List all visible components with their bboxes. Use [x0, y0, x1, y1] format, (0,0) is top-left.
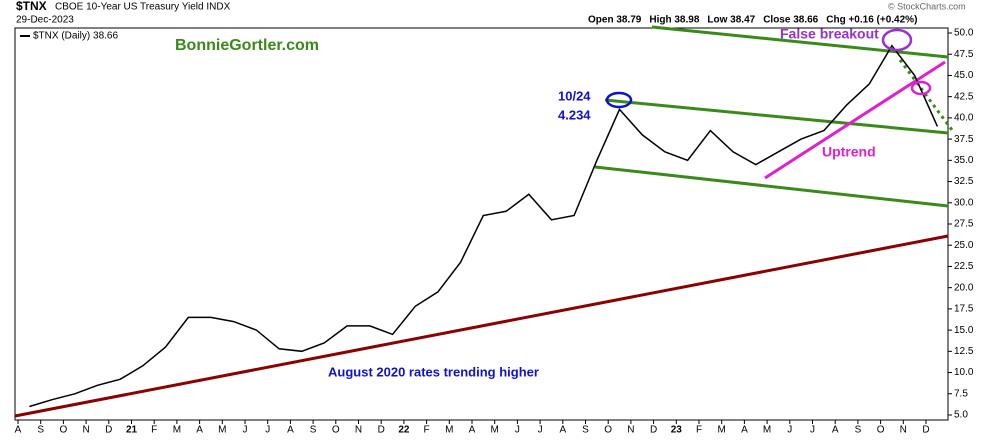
x-tick-label: O: [332, 425, 340, 436]
breakout-circle: [881, 28, 913, 52]
x-tick-label: M: [491, 425, 499, 436]
y-tick-label: 20.0: [954, 282, 974, 293]
x-tick-label: 21: [126, 425, 138, 436]
x-tick-label: N: [355, 425, 362, 436]
price-line: [29, 44, 939, 408]
ohlc-item: High 38.98: [649, 15, 699, 26]
x-tick-label: M: [218, 425, 226, 436]
x-tick-label: N: [627, 425, 634, 436]
y-tick-label: 10.0: [954, 367, 974, 378]
peak-date: 10/24: [558, 88, 591, 103]
y-tick-label: 47.5: [954, 49, 974, 60]
y-tick-label: 15.0: [954, 325, 974, 336]
x-tick-label: S: [310, 425, 317, 436]
y-tick-label: 37.5: [954, 134, 974, 145]
x-tick-label: J: [243, 425, 248, 436]
y-tick-label: 40.0: [954, 113, 974, 124]
y-tick-label: 25.0: [954, 240, 974, 251]
x-tick-label: J: [515, 425, 520, 436]
channel-bottom: [594, 165, 949, 208]
x-tick-label: J: [265, 425, 270, 436]
peak-circle: [605, 91, 633, 109]
y-tick-label: 22.5: [954, 261, 974, 272]
x-tick-label: 23: [671, 425, 683, 436]
x-tick-label: O: [60, 425, 68, 436]
x-tick-label: A: [287, 425, 294, 436]
x-tick-label: F: [696, 425, 702, 436]
y-tick-label: 30.0: [954, 197, 974, 208]
x-tick-label: M: [445, 425, 453, 436]
plot-frame: [14, 27, 949, 421]
x-tick-label: M: [718, 425, 726, 436]
y-tick-label: 32.5: [954, 176, 974, 187]
y-tick-label: 50.0: [954, 28, 974, 39]
y-tick-label: 42.5: [954, 91, 974, 102]
y-tick-label: 35.0: [954, 155, 974, 166]
y-tick-label: 17.5: [954, 304, 974, 315]
y-tick-label: 12.5: [954, 346, 974, 357]
cross-circle: [910, 80, 932, 96]
x-tick-label: F: [151, 425, 157, 436]
x-tick-label: N: [900, 425, 907, 436]
x-tick-label: J: [787, 425, 792, 436]
x-tick-label: A: [559, 425, 566, 436]
x-tick-label: O: [604, 425, 612, 436]
x-tick-label: N: [82, 425, 89, 436]
x-tick-label: D: [922, 425, 929, 436]
long-trend-line: [14, 234, 949, 418]
uptrend-label: Uptrend: [822, 144, 876, 160]
x-tick-label: S: [582, 425, 589, 436]
x-tick-label: D: [105, 425, 112, 436]
x-tick-label: S: [855, 425, 862, 436]
symbol: $TNX: [16, 0, 47, 13]
ohlc-item: Low 38.47: [707, 15, 755, 26]
x-tick-label: O: [877, 425, 885, 436]
y-tick-label: 7.5: [954, 388, 968, 399]
x-tick-label: A: [469, 425, 476, 436]
ohlc-item: Close 38.66: [763, 15, 818, 26]
y-tick-label: 5.0: [954, 410, 968, 421]
channel-middle: [604, 98, 949, 135]
ohlc-item: Open 38.79: [588, 15, 642, 26]
breakout-label: False breakout: [780, 26, 879, 42]
x-tick-label: M: [173, 425, 181, 436]
uptrend-line: [764, 60, 946, 180]
site-label: BonnieGortler.com: [175, 37, 319, 54]
x-tick-label: A: [15, 425, 22, 436]
x-tick-label: J: [538, 425, 543, 436]
x-tick-label: D: [378, 425, 385, 436]
channel-top: [651, 25, 949, 59]
projection-line: [898, 59, 954, 131]
x-tick-label: A: [196, 425, 203, 436]
x-tick-label: A: [741, 425, 748, 436]
credit: © StockCharts.com: [888, 1, 966, 11]
ohlc: Open 38.79 High 38.98 Low 38.47 Close 38.66…: [588, 15, 917, 26]
y-tick-label: 27.5: [954, 219, 974, 230]
x-tick-label: A: [832, 425, 839, 436]
x-tick-label: M: [763, 425, 771, 436]
x-tick-label: D: [650, 425, 657, 436]
ohlc-item: Chg +0.16 (+0.42%): [826, 15, 917, 26]
trend-label: August 2020 rates trending higher: [328, 364, 539, 379]
chart-title: CBOE 10-Year US Treasury Yield INDX: [55, 2, 231, 13]
date: 29-Dec-2023: [16, 15, 74, 26]
x-tick-label: S: [37, 425, 44, 436]
x-tick-label: 22: [398, 425, 410, 436]
x-tick-label: J: [810, 425, 815, 436]
x-tick-label: F: [424, 425, 430, 436]
legend-label: $TNX (Daily) 38.66: [33, 31, 118, 42]
peak-value: 4.234: [558, 107, 591, 122]
y-tick-label: 45.0: [954, 70, 974, 81]
